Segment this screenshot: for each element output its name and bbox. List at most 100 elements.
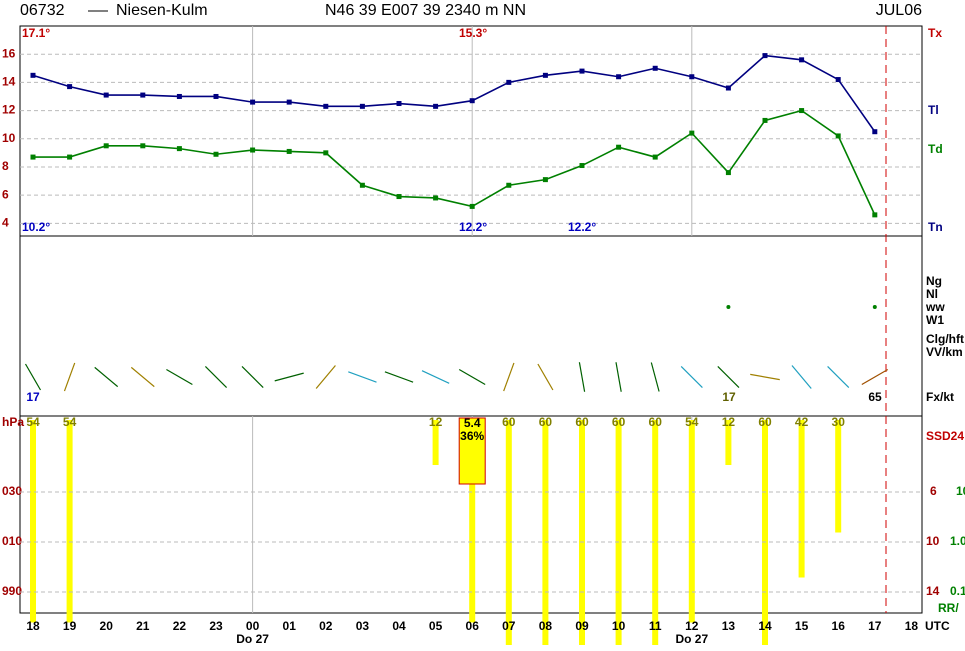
wind-barb: [458, 368, 486, 386]
wind-label: W1: [926, 313, 944, 327]
x-tick-label: 02: [319, 619, 333, 633]
point: [213, 93, 219, 99]
y-tick-label: 14: [2, 75, 16, 89]
point: [689, 130, 695, 136]
bar: [542, 420, 549, 645]
y-tick-label: 4: [2, 215, 9, 229]
x-tick-label: 11: [649, 619, 662, 633]
point: [396, 194, 402, 200]
wind-barb: [578, 362, 586, 392]
wind-barb: [650, 362, 660, 392]
box-label: 36%: [460, 429, 484, 443]
daily-box: [458, 417, 486, 485]
x-tick-label: 15: [795, 619, 809, 633]
point: [762, 117, 768, 123]
annotation: 15.3°: [459, 26, 487, 40]
wind-barb: [750, 373, 780, 381]
point: [250, 147, 256, 153]
point: [506, 79, 512, 85]
bar-label: 60: [649, 415, 663, 429]
wind-barb: [315, 365, 336, 389]
time-zone: UTC: [925, 619, 950, 633]
extreme-label: Tn: [928, 220, 943, 234]
bar: [615, 420, 622, 645]
wind-barb: [615, 362, 622, 392]
station-id: 06732: [20, 2, 65, 19]
bar-label: 42: [795, 415, 809, 429]
station-name: Niesen-Kulm: [116, 2, 208, 19]
point: [542, 72, 548, 78]
wind-barb: [166, 368, 193, 386]
wind-barb: [241, 365, 264, 389]
series-label: Td: [928, 142, 943, 156]
point: [30, 154, 36, 160]
bar-label: 60: [758, 415, 772, 429]
line: [33, 109, 876, 216]
wind-barb: [204, 365, 228, 389]
x-tick-label: 13: [722, 619, 736, 633]
bar: [652, 420, 659, 645]
point: [250, 99, 256, 105]
gust-label: 17: [722, 390, 736, 404]
right-label: 14: [926, 584, 940, 598]
x-tick-label: 19: [63, 619, 77, 633]
bar-label: 54: [63, 415, 77, 429]
bar-label: 30: [832, 415, 846, 429]
point: [67, 154, 73, 160]
bar-label: 54: [685, 415, 699, 429]
wind-barbs: [24, 362, 889, 392]
weather-dot: [872, 305, 877, 309]
x-tick-label: 23: [209, 619, 223, 633]
day-label: Do 27: [675, 632, 708, 646]
x-tick-label: 18: [26, 619, 40, 633]
x-tick-label: 12: [685, 619, 699, 633]
wind-barb: [421, 370, 450, 384]
y-tick-label: 8: [2, 159, 9, 173]
wind-label: ww: [925, 300, 945, 314]
bar-label: 60: [575, 415, 589, 429]
point: [725, 85, 731, 91]
wind-label: Fx/kt: [926, 390, 954, 404]
left-label: 030: [2, 484, 22, 498]
point: [652, 65, 658, 71]
left-label: 990: [2, 584, 22, 598]
wind-barb: [861, 368, 889, 386]
wind-label: Clg/hft: [926, 332, 964, 346]
x-tick-label: 05: [429, 619, 443, 633]
point: [689, 74, 695, 80]
gust-label: 65: [868, 390, 882, 404]
wind-barb: [130, 366, 155, 388]
bar-label: 12: [429, 415, 443, 429]
annotation: 17.1°: [22, 26, 50, 40]
wind-barb: [791, 365, 812, 389]
bar: [432, 420, 439, 465]
right-label: 10: [956, 484, 965, 498]
bar: [688, 420, 695, 623]
wind-barb: [503, 362, 515, 392]
right-label: 1.0: [950, 534, 965, 548]
bar-label: 60: [539, 415, 553, 429]
y-tick-label: 16: [2, 46, 16, 60]
x-tick-label: 16: [832, 619, 846, 633]
wind-label: Nl: [926, 287, 938, 301]
point: [469, 98, 475, 104]
x-tick-label: 06: [466, 619, 480, 633]
x-tick-label: 14: [758, 619, 772, 633]
x-tick-label: 01: [283, 619, 297, 633]
wind-barb: [537, 363, 554, 391]
annotation: 12.2°: [568, 220, 596, 234]
point: [652, 154, 658, 160]
point: [213, 151, 219, 157]
line: [32, 54, 876, 133]
y-tick-label: 6: [2, 187, 9, 201]
x-tick-label: 04: [392, 619, 406, 633]
point: [359, 103, 365, 109]
x-tick-label: 22: [173, 619, 187, 633]
point: [762, 53, 768, 59]
point: [359, 182, 365, 188]
x-tick-label: 07: [502, 619, 516, 633]
wind-label: Ng: [926, 274, 942, 288]
